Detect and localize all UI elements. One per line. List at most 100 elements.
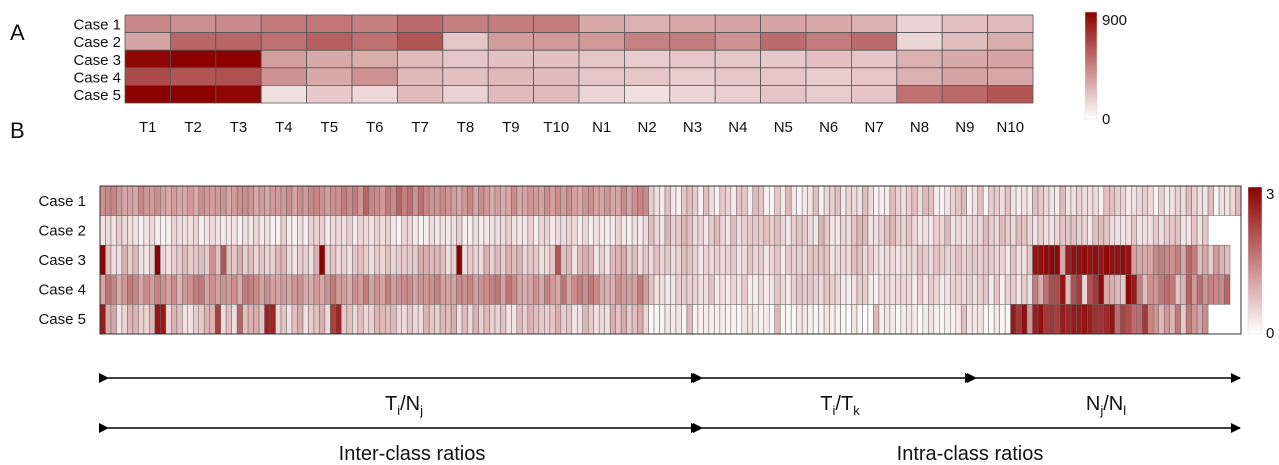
- heatmap-b-cell: [917, 304, 924, 335]
- heatmap-b-cell: [1065, 244, 1072, 276]
- heatmap-b-cell: [165, 274, 172, 305]
- heatmap-b-cell: [264, 244, 271, 276]
- heatmap-b-cell: [456, 185, 463, 216]
- heatmap-b-cell: [203, 215, 210, 246]
- heatmap-a-cell: [987, 32, 1034, 51]
- heatmap-a-col-label: N5: [774, 119, 793, 136]
- heatmap-b-cell: [412, 244, 419, 276]
- heatmap-b-cell: [845, 185, 852, 216]
- heatmap-b-cell: [939, 215, 946, 246]
- heatmap-b-cell: [785, 304, 792, 335]
- heatmap-b-cell: [911, 244, 918, 276]
- heatmap-b-cell: [708, 215, 715, 246]
- heatmap-b-cell: [779, 215, 786, 246]
- heatmap-a-col-label: N10: [997, 119, 1025, 136]
- heatmap-b-cell: [686, 244, 693, 276]
- heatmap-b-cell: [385, 185, 391, 216]
- heatmap-b-cell: [801, 304, 808, 335]
- heatmap-b-cell: [856, 215, 863, 246]
- heatmap-b-cell: [829, 215, 836, 246]
- heatmap-b-cell: [648, 304, 655, 335]
- heatmap-a-cell: [260, 67, 308, 86]
- heatmap-b-cell: [549, 185, 556, 216]
- heatmap-b-cell: [587, 244, 594, 276]
- heatmap-b-cell: [653, 215, 660, 246]
- heatmap-b-cell: [1103, 185, 1110, 216]
- heatmap-b-cell: [335, 185, 342, 216]
- heatmap-b-cell: [214, 185, 221, 216]
- heatmap-b-cell: [812, 215, 819, 246]
- heatmap-b-cell: [549, 215, 556, 246]
- heatmap-b-cell: [807, 244, 814, 276]
- heatmap-b-cell: [862, 274, 869, 305]
- heatmap-a-cell: [987, 49, 1034, 69]
- heatmap-a-cell: [805, 67, 852, 86]
- heatmap-b-cell: [165, 244, 172, 276]
- heatmap-a-cell: [487, 32, 535, 51]
- heatmap-b-cell: [225, 215, 232, 246]
- heatmap-b-cell: [198, 215, 205, 246]
- heatmap-b-cell: [511, 215, 518, 246]
- heatmap-a-col-label: T10: [543, 119, 569, 136]
- heatmap-b-cell: [1180, 304, 1187, 335]
- heatmap-b-cell: [785, 215, 792, 246]
- heatmap-b-cell: [1098, 274, 1105, 305]
- heatmap-b-cell: [1136, 244, 1143, 276]
- heatmap-b-cell: [1196, 215, 1203, 246]
- heatmap-b-cell: [1142, 304, 1148, 335]
- heatmap-b-cell: [840, 215, 847, 246]
- heatmap-b-cell: [1032, 215, 1039, 246]
- heatmap-b-cell: [286, 304, 293, 335]
- heatmap-b-cell: [346, 274, 353, 305]
- heatmap-b-cell: [324, 244, 331, 276]
- heatmap-b-cell: [566, 185, 573, 216]
- heatmap-b-cell: [823, 185, 830, 216]
- heatmap-b-cell: [1147, 215, 1154, 246]
- heatmap-b-cell: [884, 215, 891, 246]
- heatmap-b-cell: [1202, 215, 1209, 246]
- heatmap-b-cell: [182, 185, 189, 216]
- heatmap-b-cell: [308, 244, 315, 276]
- heatmap-b-cell: [582, 215, 589, 246]
- heatmap-a-cell: [896, 32, 943, 51]
- heatmap-b-cell: [719, 185, 726, 216]
- heatmap-b-cell: [1218, 274, 1225, 305]
- heatmap-a-row-label: Case 4: [73, 69, 121, 86]
- heatmap-b-cell: [555, 274, 562, 305]
- heatmap-b-cell: [736, 215, 743, 246]
- heatmap-b-cell: [714, 185, 721, 216]
- heatmap-b-cell: [637, 215, 644, 246]
- heatmap-b-cell: [176, 244, 183, 276]
- heatmap-b-cell: [752, 215, 759, 246]
- heatmap-a-cell: [624, 14, 671, 34]
- heatmap-a-cell: [851, 85, 898, 104]
- heatmap-b-cell: [522, 244, 529, 276]
- heatmap-b-cell: [1109, 185, 1116, 216]
- heatmap-b-cell: [187, 215, 194, 246]
- heatmap-b-cell: [867, 274, 874, 305]
- heatmap-b-cell: [412, 304, 419, 335]
- heatmap-b-cell: [884, 244, 891, 276]
- heatmap-b-cell: [900, 185, 907, 216]
- heatmap-b-cell: [933, 304, 940, 335]
- heatmap-b-cell: [1152, 274, 1159, 305]
- heatmap-b-cell: [544, 304, 551, 335]
- heatmap-b-cell: [1092, 215, 1099, 246]
- heatmap-b-cell: [516, 215, 523, 246]
- heatmap-a-cell: [805, 85, 852, 104]
- heatmap-b-cell: [330, 274, 337, 305]
- heatmap-b-cell: [1004, 304, 1011, 335]
- heatmap-b-cell: [741, 185, 748, 216]
- heatmap-a-cell: [714, 67, 762, 86]
- heatmap-b-cell: [385, 215, 391, 246]
- heatmap-b-cell: [1004, 274, 1011, 305]
- heatmap-b-cell: [379, 244, 386, 276]
- heatmap-b-cell: [736, 244, 743, 276]
- heatmap-b-cell: [352, 274, 359, 305]
- heatmap-b-cell: [247, 274, 254, 305]
- heatmap-b-cell: [1142, 244, 1148, 276]
- heatmap-b-cell: [966, 185, 973, 216]
- heatmap-b-cell: [878, 274, 885, 305]
- heatmap-a-cell: [306, 49, 353, 69]
- heatmap-b-cell: [1224, 274, 1231, 305]
